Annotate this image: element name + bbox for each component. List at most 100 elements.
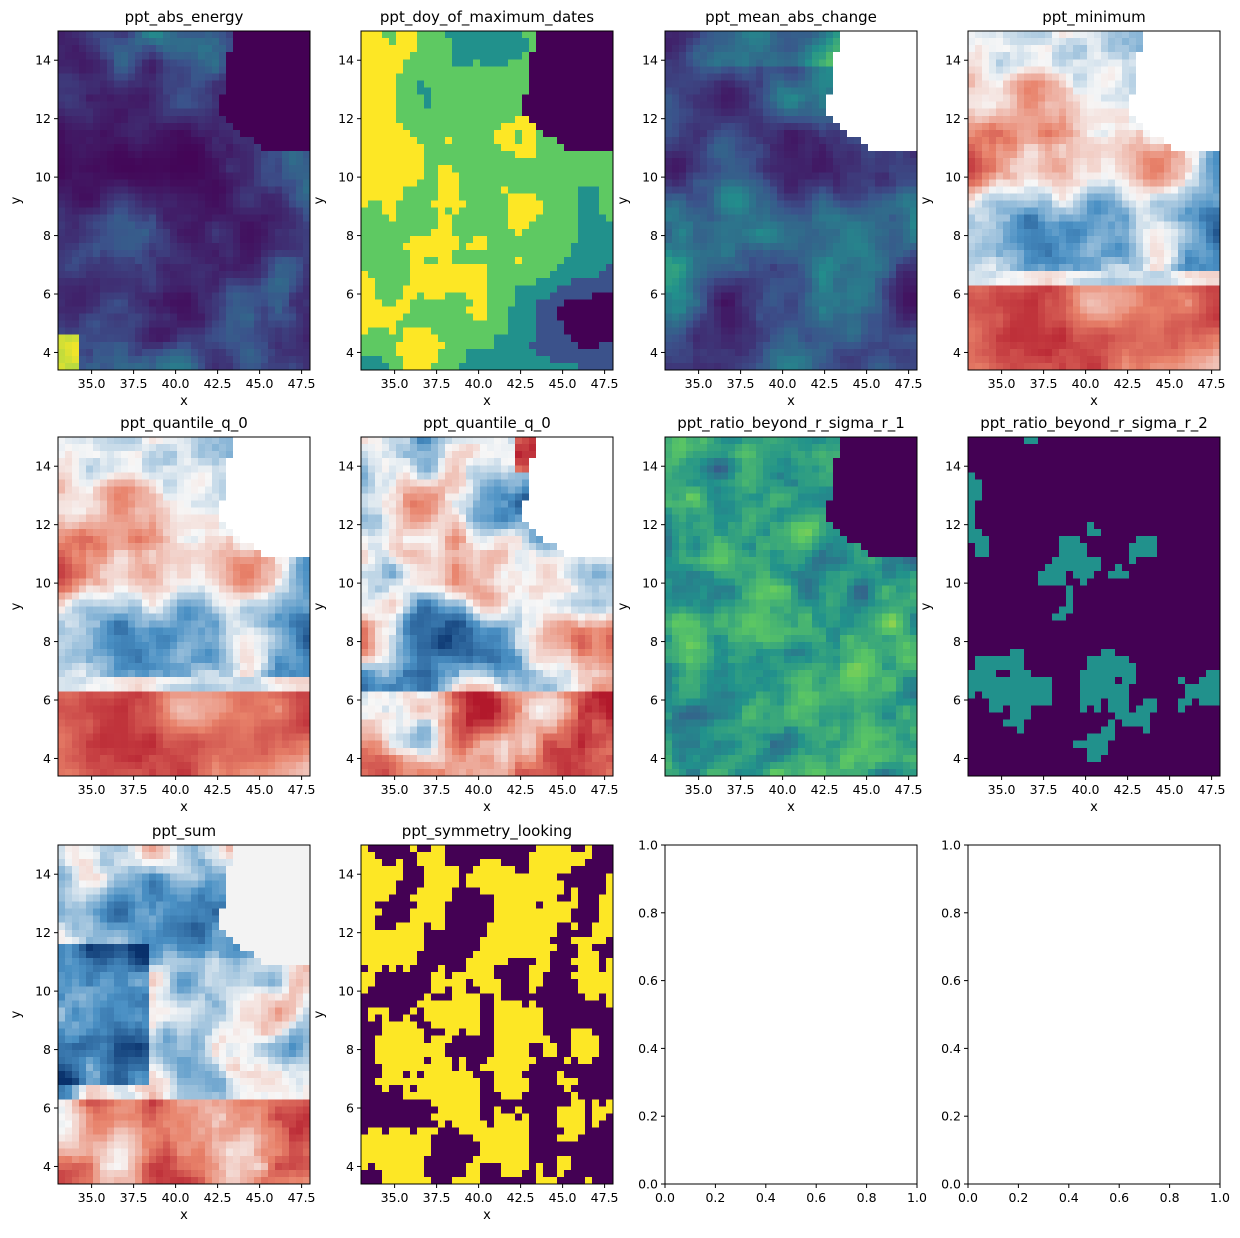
y-tick-label: 0.0 [941, 1177, 961, 1192]
x-tick-label: 47.5 [288, 1190, 316, 1205]
x-tick-label: 42.5 [811, 376, 839, 391]
y-axis-label: y [9, 1010, 24, 1018]
x-axis-label: x [180, 394, 188, 409]
y-tick-label: 10 [945, 576, 961, 591]
y-tick-label: 4 [346, 1159, 354, 1174]
x-tick-label: 37.5 [727, 376, 755, 391]
y-tick-label: 8 [650, 634, 658, 649]
y-tick-label: 14 [338, 867, 354, 882]
y-tick-label: 10 [338, 170, 354, 185]
y-axis-label: y [312, 196, 327, 204]
subplot-1: ppt_abs_energy 35.0 37.5 40.0 42.5 45.0 47.5 4 6… [9, 8, 316, 409]
x-tick-label: 35.0 [78, 1190, 106, 1205]
y-tick-label: 6 [650, 693, 658, 708]
x-tick-label: 35.0 [381, 376, 409, 391]
y-tick-label: 4 [650, 751, 658, 766]
heatmap-raster [361, 437, 613, 776]
x-tick-label: 0.0 [655, 1190, 675, 1205]
x-axis-label: x [1090, 394, 1098, 409]
y-tick-label: 8 [346, 1042, 354, 1057]
y-tick-label: 0.6 [941, 973, 961, 988]
x-tick-label: 40.0 [1072, 782, 1100, 797]
subplot-12: 0.0 0.2 0.4 0.6 0.8 1.0 0.0 0.2 0.4 0.6 0.8 1.0 [941, 838, 1230, 1206]
x-tick-label: 45.0 [853, 782, 881, 797]
x-tick-label: 37.5 [423, 1190, 451, 1205]
y-tick-label: 12 [338, 111, 354, 126]
y-tick-label: 10 [338, 576, 354, 591]
x-tick-label: 42.5 [507, 1190, 535, 1205]
x-tick-label: 40.0 [162, 376, 190, 391]
x-tick-label: 0.4 [1059, 1190, 1079, 1205]
x-tick-label: 40.0 [465, 782, 493, 797]
x-tick-label: 47.5 [895, 782, 923, 797]
x-tick-label: 45.0 [246, 376, 274, 391]
y-tick-label: 6 [43, 693, 51, 708]
y-axis-label: y [919, 196, 934, 204]
subplot-title: ppt_doy_of_maximum_dates [380, 8, 594, 27]
x-tick-label: 35.0 [381, 1190, 409, 1205]
y-tick-label: 4 [650, 345, 658, 360]
y-tick-label: 12 [35, 517, 51, 532]
x-tick-label: 47.5 [591, 376, 619, 391]
y-tick-label: 8 [953, 634, 961, 649]
x-tick-label: 35.0 [381, 782, 409, 797]
heatmap-raster [361, 31, 613, 370]
x-tick-label: 42.5 [204, 376, 232, 391]
subplot-title: ppt_ratio_beyond_r_sigma_r_2 [980, 414, 1208, 433]
y-tick-label: 4 [43, 345, 51, 360]
x-tick-label: 37.5 [120, 376, 148, 391]
y-axis-label: y [9, 602, 24, 610]
y-tick-label: 0.8 [941, 905, 961, 920]
x-tick-label: 47.5 [288, 376, 316, 391]
subplot-title: ppt_quantile_q_0 [423, 414, 551, 433]
x-tick-label: 47.5 [1198, 782, 1226, 797]
axes-frame [967, 436, 1221, 777]
y-tick-label: 14 [35, 459, 51, 474]
x-tick-label: 35.0 [685, 782, 713, 797]
subplot-11: 0.0 0.2 0.4 0.6 0.8 1.0 0.0 0.2 0.4 0.6 0.8 1.0 [638, 838, 927, 1206]
heatmap-raster [58, 845, 310, 1184]
x-tick-label: 42.5 [1114, 376, 1142, 391]
x-tick-label: 0.8 [857, 1190, 877, 1205]
x-tick-label: 0.2 [1008, 1190, 1028, 1205]
y-tick-label: 0.2 [638, 1109, 658, 1124]
heatmap-raster [58, 437, 310, 776]
x-tick-label: 0.4 [756, 1190, 776, 1205]
y-tick-label: 14 [35, 867, 51, 882]
x-axis-label: x [180, 800, 188, 815]
x-tick-label: 40.0 [769, 376, 797, 391]
x-tick-label: 40.0 [465, 376, 493, 391]
x-tick-label: 0.2 [705, 1190, 725, 1205]
y-tick-label: 12 [642, 517, 658, 532]
x-axis-label: x [483, 1208, 491, 1223]
x-tick-label: 42.5 [204, 782, 232, 797]
x-tick-label: 45.0 [549, 782, 577, 797]
heatmap-raster [665, 437, 917, 776]
y-tick-label: 14 [35, 53, 51, 68]
y-tick-label: 4 [43, 1159, 51, 1174]
y-tick-label: 14 [945, 53, 961, 68]
x-tick-label: 42.5 [507, 782, 535, 797]
y-tick-label: 0.4 [941, 1041, 961, 1056]
x-tick-label: 0.6 [806, 1190, 826, 1205]
axes-frame [360, 844, 614, 1185]
axes-frame [57, 436, 311, 777]
x-tick-label: 37.5 [423, 782, 451, 797]
x-tick-label: 40.0 [465, 1190, 493, 1205]
y-tick-label: 14 [945, 459, 961, 474]
y-tick-label: 12 [338, 925, 354, 940]
x-tick-label: 47.5 [591, 782, 619, 797]
x-tick-label: 37.5 [120, 782, 148, 797]
x-tick-label: 47.5 [895, 376, 923, 391]
x-tick-label: 35.0 [685, 376, 713, 391]
y-tick-label: 10 [642, 170, 658, 185]
y-tick-label: 6 [346, 693, 354, 708]
subplot-title: ppt_quantile_q_0 [120, 414, 248, 433]
y-tick-label: 8 [43, 1042, 51, 1057]
x-tick-label: 37.5 [120, 1190, 148, 1205]
x-tick-label: 47.5 [1198, 376, 1226, 391]
heatmap-raster [968, 845, 1220, 1184]
heatmap-raster [665, 31, 917, 370]
axes-frame [57, 30, 311, 371]
